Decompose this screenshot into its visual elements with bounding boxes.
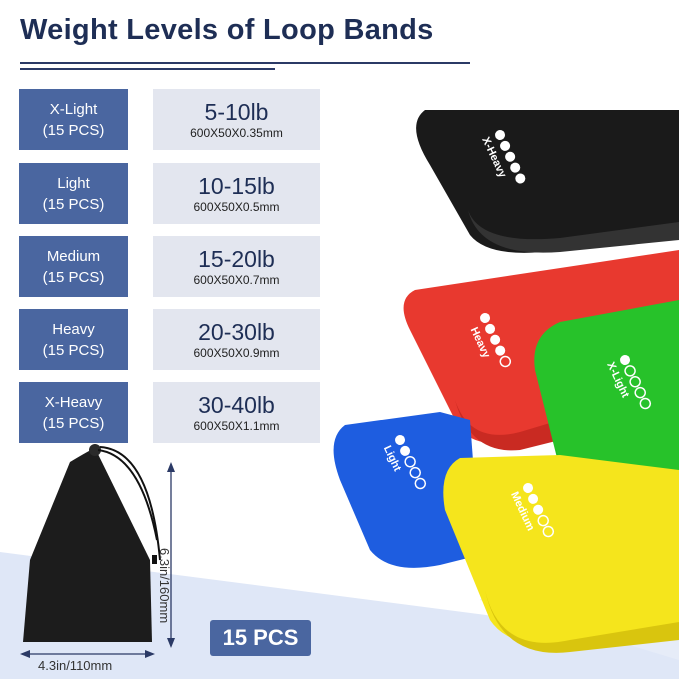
band-size: 600X50X0.5mm	[193, 199, 280, 214]
level-count: (15 PCS)	[42, 414, 105, 432]
spec-box-heavy: 20-30lb 600X50X0.9mm	[153, 309, 320, 370]
spec-box-x-light: 5-10lb 600X50X0.35mm	[153, 89, 320, 150]
level-box-x-heavy: X-Heavy (15 PCS)	[19, 382, 128, 443]
weight-range: 15-20lb	[198, 245, 275, 272]
level-count: (15 PCS)	[42, 341, 105, 359]
bag-width-label: 4.3in/110mm	[38, 658, 113, 673]
background-accent	[0, 552, 679, 679]
spec-box-light: 10-15lb 600X50X0.5mm	[153, 163, 320, 224]
weight-range: 20-30lb	[198, 318, 275, 345]
weight-range: 5-10lb	[204, 98, 269, 125]
level-name: Medium	[46, 247, 101, 265]
bag-height-label: 6.3in/160mm	[157, 548, 172, 624]
band-size: 600X50X1.1mm	[193, 418, 280, 433]
quantity-badge: 15 PCS	[210, 620, 311, 656]
band-blue-light: Light	[333, 412, 480, 568]
level-count: (15 PCS)	[42, 121, 105, 139]
level-box-medium: Medium (15 PCS)	[19, 236, 128, 297]
band-size: 600X50X0.7mm	[193, 272, 280, 287]
level-name: Light	[57, 174, 90, 192]
level-name: X-Heavy	[44, 393, 103, 411]
level-name: Heavy	[52, 320, 95, 338]
spec-box-medium: 15-20lb 600X50X0.7mm	[153, 236, 320, 297]
page-title: Weight Levels of Loop Bands	[20, 14, 434, 46]
title-underline-short	[20, 68, 275, 70]
drawstring-bag	[23, 444, 161, 642]
band-black-x-heavy: X-Heavy	[416, 110, 679, 253]
spec-box-x-heavy: 30-40lb 600X50X1.1mm	[153, 382, 320, 443]
level-count: (15 PCS)	[42, 268, 105, 286]
width-dimension-arrow	[20, 650, 155, 658]
level-box-x-light: X-Light (15 PCS)	[19, 89, 128, 150]
weight-range: 30-40lb	[198, 391, 275, 418]
band-size: 600X50X0.9mm	[193, 345, 280, 360]
title-underline	[20, 62, 470, 64]
level-box-light: Light (15 PCS)	[19, 163, 128, 224]
band-size: 600X50X0.35mm	[190, 125, 283, 140]
band-yellow-medium: Medium	[443, 455, 679, 653]
weight-range: 10-15lb	[198, 172, 275, 199]
level-count: (15 PCS)	[42, 195, 105, 213]
height-dimension-arrow	[167, 462, 175, 648]
level-name: X-Light	[49, 100, 98, 118]
level-box-heavy: Heavy (15 PCS)	[19, 309, 128, 370]
